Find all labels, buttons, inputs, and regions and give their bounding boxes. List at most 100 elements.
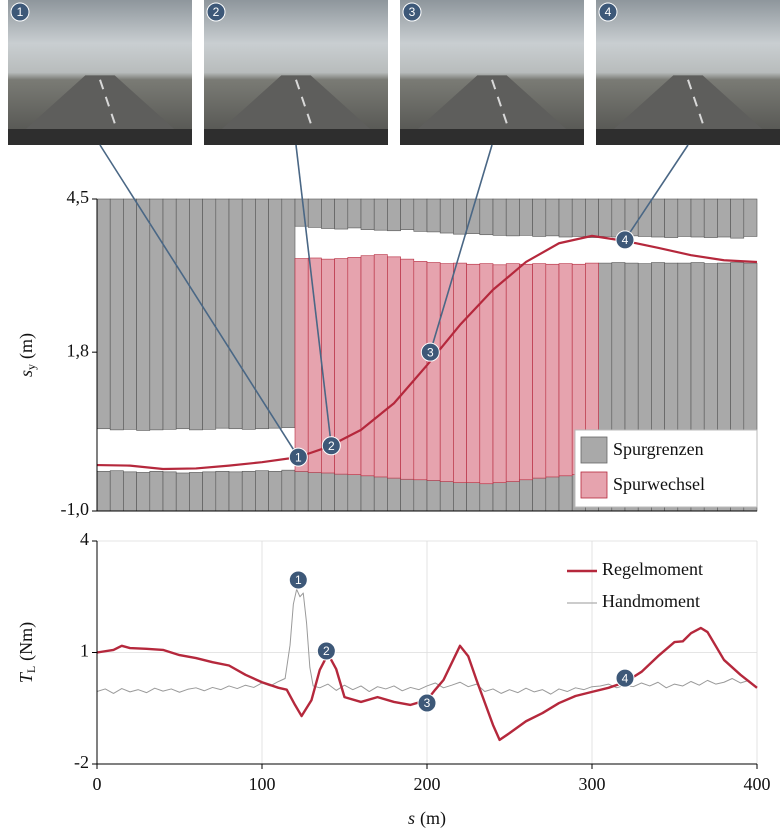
legend-swatch bbox=[580, 471, 608, 499]
lane-change-bar bbox=[387, 256, 401, 479]
lane-boundary-bar bbox=[136, 472, 151, 512]
lane-boundary-bar bbox=[439, 198, 454, 234]
lane-boundary-bar bbox=[241, 470, 256, 512]
lane-boundary-bar bbox=[149, 470, 164, 512]
annotation-label: 1 bbox=[295, 573, 302, 587]
annotation-label: 4 bbox=[622, 671, 629, 685]
annotation-label: 2 bbox=[323, 644, 330, 658]
lane-boundary-bar bbox=[558, 472, 573, 512]
legend-label: Spurgrenzen bbox=[613, 439, 704, 459]
lane-boundary-bar bbox=[492, 198, 507, 236]
lane-boundary-bar bbox=[307, 469, 322, 512]
axis-symbol: s bbox=[408, 808, 415, 828]
vehicle-path bbox=[96, 234, 758, 471]
y-tick-label: 4,5 bbox=[67, 187, 90, 207]
axis-unit: (Nm) bbox=[16, 622, 37, 661]
lane-change-bar bbox=[453, 262, 467, 483]
lane-boundary-bar bbox=[202, 471, 217, 512]
lane-boundary-bar bbox=[479, 198, 494, 236]
y-tick-label: -1,0 bbox=[61, 499, 90, 519]
lane-change-bar bbox=[307, 257, 322, 473]
lane-boundary-bar bbox=[268, 198, 283, 429]
lane-boundary-bar bbox=[175, 198, 190, 430]
lane-boundary-bar bbox=[215, 470, 230, 512]
lane-boundary-bar bbox=[730, 198, 745, 239]
dashboard bbox=[596, 129, 780, 145]
road bbox=[8, 75, 192, 145]
photo-label: 4 bbox=[605, 5, 612, 19]
x-tick-label: 200 bbox=[414, 774, 441, 794]
photo-connector bbox=[295, 144, 333, 446]
lane-boundary-bar bbox=[255, 470, 269, 512]
axis-unit: (m) bbox=[16, 333, 37, 359]
lane-boundary-bar bbox=[334, 198, 349, 230]
lane-boundary-bar bbox=[281, 469, 296, 512]
road bbox=[400, 75, 584, 145]
annotation-marker bbox=[316, 641, 336, 661]
lane-boundary-bar bbox=[321, 469, 335, 512]
lane-boundary-bar bbox=[281, 198, 296, 428]
lane-boundary-bar bbox=[294, 469, 309, 512]
lane-boundary-bar bbox=[175, 472, 190, 512]
annotation-label: 3 bbox=[427, 345, 434, 359]
lane-boundary-bar bbox=[545, 472, 560, 512]
lane-boundary-bar bbox=[294, 198, 309, 227]
lane-change-bar bbox=[519, 263, 533, 481]
lane-change-bar bbox=[400, 258, 415, 480]
lane-boundary-bar bbox=[123, 198, 137, 430]
annotation-marker bbox=[615, 230, 635, 250]
dashboard bbox=[204, 129, 388, 145]
photo: 1 bbox=[8, 0, 192, 146]
axis-symbol: T bbox=[16, 671, 36, 683]
lane-boundary-bar bbox=[241, 198, 256, 430]
x-tick-label: 400 bbox=[744, 774, 771, 794]
dashboard bbox=[8, 129, 192, 145]
lane-change-bar bbox=[505, 263, 520, 482]
annotation-label: 4 bbox=[622, 233, 629, 247]
lane-change-bar bbox=[294, 258, 309, 472]
annotation-label: 2 bbox=[328, 439, 335, 453]
lane-boundary-bar bbox=[228, 471, 243, 512]
legend-swatch bbox=[580, 436, 608, 464]
lane-change-bar bbox=[347, 257, 362, 475]
lane-change-bar bbox=[558, 263, 573, 477]
lane-boundary-bar bbox=[347, 198, 362, 229]
photo-connector bbox=[99, 144, 299, 458]
axis-label: sy (m) bbox=[16, 333, 38, 377]
lane-boundary-bar bbox=[96, 470, 111, 512]
lane-boundary-bar bbox=[664, 198, 679, 238]
lane-boundary-bar bbox=[96, 198, 111, 430]
annotation-marker bbox=[615, 668, 635, 688]
x-tick-label: 300 bbox=[579, 774, 606, 794]
lane-boundary-bar bbox=[703, 198, 718, 238]
lane-boundary-bar bbox=[585, 198, 599, 238]
dashboard bbox=[400, 129, 584, 145]
lane-change-bar bbox=[532, 263, 547, 479]
annotation-marker bbox=[417, 693, 437, 713]
lane-boundary-bar bbox=[519, 198, 533, 236]
lane-change-bar bbox=[426, 262, 441, 481]
annotation-label: 1 bbox=[295, 450, 302, 464]
y-tick-label: 1,8 bbox=[67, 340, 90, 360]
annotation-marker bbox=[321, 436, 341, 456]
lane-boundary-bar bbox=[334, 469, 349, 512]
lane-boundary-bar bbox=[651, 198, 665, 238]
lane-boundary-bar bbox=[360, 198, 375, 230]
road bbox=[596, 75, 780, 145]
lane-boundary-bar bbox=[109, 198, 124, 431]
lane-boundary-bar bbox=[268, 470, 283, 512]
lane-change-bar bbox=[466, 263, 481, 483]
lane-boundary-bar bbox=[373, 198, 388, 231]
lane-boundary-bar bbox=[307, 198, 322, 228]
legend-label: Spurwechsel bbox=[613, 474, 705, 494]
y-tick-label: 4 bbox=[80, 529, 89, 549]
lane-boundary-bar bbox=[532, 198, 547, 237]
lane-boundary-bar bbox=[162, 471, 177, 512]
lane-boundary-bar bbox=[109, 470, 124, 512]
lane-boundary-bar bbox=[677, 198, 692, 237]
lane-boundary-bar bbox=[453, 198, 467, 235]
lane-boundary-bar bbox=[228, 198, 243, 430]
lane-boundary-bar bbox=[505, 198, 520, 237]
photo-connector bbox=[624, 144, 689, 241]
